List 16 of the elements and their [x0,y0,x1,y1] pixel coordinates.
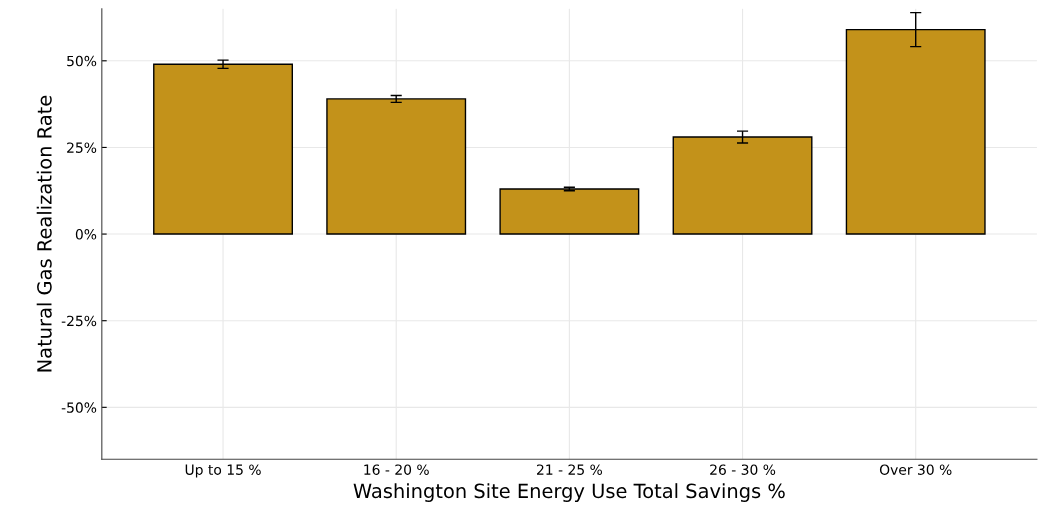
x-tick-label: 26 - 30 % [710,464,776,475]
y-tick-label: 25% [67,142,97,153]
y-tick-label: -50% [61,402,97,413]
x-tick-label: 16 - 20 % [364,464,429,475]
y-axis-title: Natural Gas Realization Rate [36,95,52,372]
bar [326,98,467,235]
y-tick-label: -25% [61,315,97,327]
x-tick-label: Up to 15 % [185,464,261,478]
x-axis-title: Washington Site Energy Use Total Savings % [353,483,785,502]
bar [153,63,294,235]
y-tick-label: 0% [75,229,97,240]
bar [672,136,813,235]
y-tick-label: 50% [67,55,97,67]
x-tick-label: Over 30 % [879,464,952,475]
bar [499,188,640,235]
x-tick-label: 21 - 25 % [536,464,603,475]
